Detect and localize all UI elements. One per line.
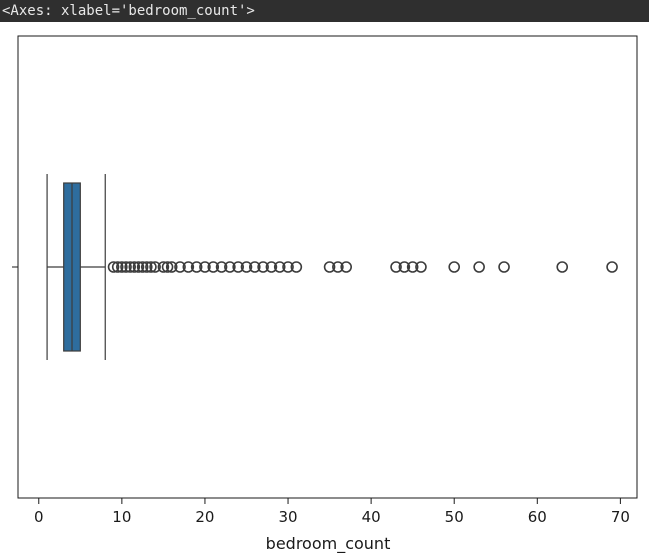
outlier-point bbox=[448, 261, 461, 273]
outlier-point bbox=[149, 261, 161, 273]
outlier-point bbox=[248, 261, 261, 273]
outlier-point bbox=[232, 261, 244, 273]
outlier-point bbox=[390, 261, 402, 273]
x-tick-label: 60 bbox=[528, 508, 547, 526]
outlier-point bbox=[161, 261, 174, 273]
outlier-point bbox=[215, 261, 228, 273]
outlier-point bbox=[116, 261, 128, 273]
x-axis-label: bedroom_count bbox=[266, 534, 391, 554]
outlier-point bbox=[398, 261, 411, 273]
outlier-point bbox=[556, 261, 569, 273]
outlier-point bbox=[323, 261, 336, 273]
outlier-point bbox=[224, 261, 236, 273]
outlier-point bbox=[498, 261, 510, 273]
outlier-point bbox=[165, 261, 178, 273]
x-tick-label: 40 bbox=[362, 508, 381, 526]
outlier-point bbox=[406, 261, 419, 273]
output-repr-line: <Axes: xlabel='bedroom_count'> bbox=[0, 0, 649, 22]
outlier-point bbox=[415, 261, 427, 273]
outlier-point bbox=[132, 261, 145, 273]
outlier-point bbox=[107, 261, 120, 273]
outlier-point bbox=[606, 261, 618, 273]
outlier-point bbox=[190, 261, 203, 273]
outlier-point bbox=[157, 261, 170, 273]
outlier-point bbox=[111, 261, 124, 273]
x-tick-label: 20 bbox=[195, 508, 214, 526]
outlier-point bbox=[207, 261, 220, 273]
outlier-point bbox=[182, 261, 195, 273]
x-tick-label: 70 bbox=[611, 508, 630, 526]
outlier-point bbox=[265, 261, 278, 273]
outlier-point bbox=[473, 261, 485, 273]
outlier-point bbox=[340, 261, 352, 273]
outlier-point bbox=[240, 261, 253, 273]
outlier-point bbox=[257, 261, 269, 273]
outlier-point bbox=[124, 261, 136, 273]
outlier-point bbox=[290, 261, 303, 273]
outlier-point bbox=[273, 261, 286, 273]
x-tick-label: 0 bbox=[34, 508, 44, 526]
outlier-point bbox=[145, 261, 157, 273]
outlier-point bbox=[282, 261, 294, 273]
outlier-point bbox=[332, 261, 344, 273]
outlier-point bbox=[120, 261, 132, 273]
x-tick-label: 10 bbox=[112, 508, 131, 526]
x-tick-label: 50 bbox=[445, 508, 464, 526]
x-tick-label: 30 bbox=[278, 508, 297, 526]
outlier-point bbox=[140, 261, 153, 273]
outlier-point bbox=[136, 261, 149, 273]
plot-area-frame bbox=[17, 35, 638, 499]
outlier-point bbox=[199, 261, 211, 273]
outlier-point bbox=[128, 261, 141, 273]
outlier-point bbox=[174, 261, 186, 273]
